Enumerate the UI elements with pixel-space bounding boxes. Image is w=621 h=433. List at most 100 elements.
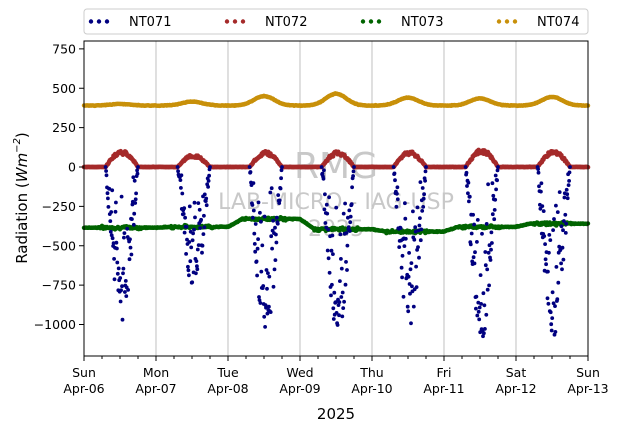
data-point-nt071	[486, 182, 490, 187]
data-point-nt071	[110, 188, 115, 193]
data-point-nt071	[333, 300, 338, 304]
data-point-nt071	[274, 215, 279, 220]
data-point-nt071	[184, 252, 189, 256]
data-point-nt071	[539, 181, 544, 186]
data-point-nt071	[193, 215, 197, 220]
data-point-nt071	[329, 293, 333, 298]
data-point-nt071	[471, 255, 476, 260]
data-point-nt071	[122, 231, 127, 236]
data-point-nt071	[196, 243, 201, 248]
data-point-nt071	[268, 190, 273, 195]
data-point-nt071	[463, 165, 468, 169]
data-point-nt071	[336, 303, 341, 307]
data-point-nt071	[474, 306, 478, 311]
data-point-nt071	[348, 214, 353, 219]
data-point-nt071	[253, 249, 258, 254]
data-point-nt071	[493, 197, 498, 202]
data-point-nt071	[339, 257, 343, 261]
data-point-nt071	[136, 165, 140, 169]
data-point-nt071	[490, 241, 494, 245]
data-point-nt071	[549, 328, 554, 333]
data-point-nt071	[108, 229, 113, 234]
data-point-nt071	[279, 176, 283, 181]
data-point-nt071	[106, 196, 110, 201]
data-point-nt071	[265, 286, 269, 291]
data-point-nt071	[395, 191, 399, 196]
legend-marker-nt074	[496, 19, 502, 24]
data-point-nt071	[407, 251, 411, 255]
data-point-nt071	[200, 243, 205, 248]
data-point-nt071	[324, 202, 329, 207]
data-point-nt071	[275, 221, 280, 226]
data-point-nt071	[113, 209, 118, 214]
data-point-nt071	[322, 168, 326, 173]
data-point-nt071	[133, 197, 138, 202]
data-point-nt071	[351, 174, 355, 178]
data-point-nt071	[555, 297, 560, 302]
data-point-nt071	[115, 246, 119, 251]
x-tick-label-day: Fri	[437, 365, 452, 380]
data-point-nt071	[119, 194, 124, 199]
data-point-nt071	[562, 219, 566, 223]
data-point-nt071	[118, 276, 123, 280]
data-point-nt071	[548, 310, 553, 315]
data-point-nt071	[561, 257, 566, 262]
data-point-nt071	[406, 309, 411, 314]
data-point-nt071	[568, 165, 572, 169]
data-point-nt071	[350, 185, 354, 190]
legend-label-nt071: NT071	[129, 15, 171, 30]
data-point-nt071	[482, 331, 486, 336]
data-point-nt071	[551, 301, 556, 306]
data-point-nt071	[542, 234, 547, 239]
data-point-nt071	[332, 290, 337, 295]
series-layer	[81, 91, 591, 339]
data-point-nt071	[469, 231, 474, 236]
data-point-nt071	[478, 273, 483, 277]
data-point-nt071	[481, 291, 486, 296]
data-point-nt071	[398, 226, 403, 230]
data-point-nt071	[325, 248, 330, 253]
data-point-nt071	[490, 212, 495, 217]
data-point-nt071	[421, 196, 426, 201]
data-point-nt071	[465, 184, 469, 188]
data-point-nt071	[114, 200, 118, 205]
data-point-nt071	[561, 228, 565, 233]
data-point-nt071	[259, 219, 263, 224]
data-point-nt071	[494, 187, 498, 192]
y-tick-label: −250	[42, 199, 76, 214]
data-point-nt071	[553, 304, 557, 308]
legend-marker-nt071	[88, 19, 94, 24]
data-point-nt071	[411, 304, 416, 309]
data-point-nt071	[110, 236, 115, 241]
data-point-nt071	[187, 273, 191, 278]
data-point-nt071	[330, 282, 334, 287]
y-tick-label: 750	[52, 41, 76, 56]
data-point-nt071	[251, 181, 256, 186]
data-point-nt071	[112, 277, 117, 282]
y-axis: −1000 −750 −500 −250 0 250 500 750	[34, 41, 84, 332]
data-point-nt071	[256, 200, 261, 205]
y-tick-label: 0	[68, 160, 76, 175]
data-point-nt071	[104, 169, 108, 173]
data-point-nt071	[107, 187, 112, 191]
data-point-nt071	[475, 313, 480, 318]
data-point-nt071	[121, 271, 125, 276]
data-point-nt071	[264, 305, 268, 310]
data-point-nt071	[421, 205, 426, 209]
data-point-nt071	[190, 280, 195, 285]
data-point-nt071	[114, 240, 119, 245]
legend-marker-nt072	[224, 19, 230, 24]
data-point-nt071	[563, 212, 568, 217]
data-point-nt071	[267, 274, 272, 279]
data-point-nt071	[540, 204, 545, 209]
data-point-nt071	[483, 327, 487, 331]
data-point-nt071	[331, 252, 335, 256]
data-point-nt071	[553, 330, 558, 334]
data-point-nt071	[564, 187, 569, 192]
data-point-nt071	[419, 227, 424, 232]
legend-marker-nt073	[376, 19, 382, 24]
data-point-nt071	[464, 170, 469, 175]
data-point-nt071	[132, 211, 137, 216]
data-point-nt071	[175, 165, 180, 169]
data-point-nt071	[483, 263, 488, 268]
